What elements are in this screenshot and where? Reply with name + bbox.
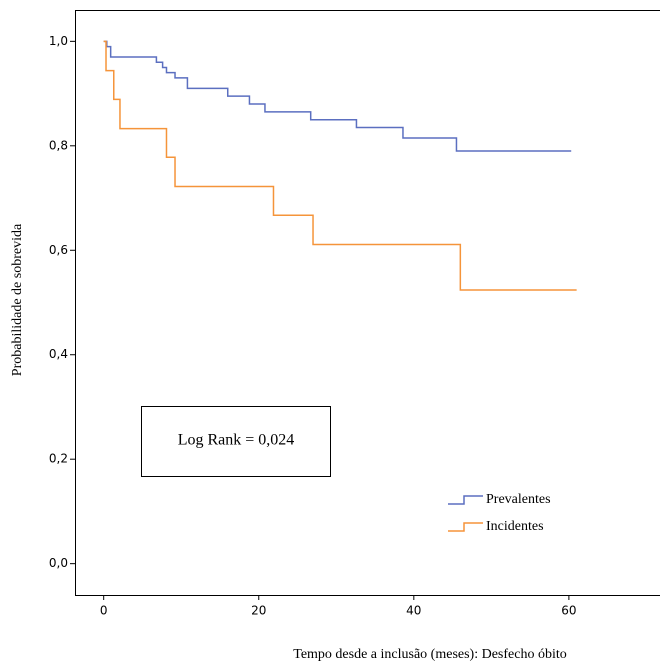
plot-frame [75, 10, 660, 596]
y-tick-label: 0,0 [49, 556, 68, 570]
survival-line [103, 40, 572, 152]
survival-line [103, 40, 577, 291]
y-axis-title: Probabilidade de sobrevida [10, 223, 25, 376]
x-tick-label: 40 [406, 604, 421, 618]
y-tick-label: 0,6 [49, 243, 68, 257]
y-tick-label: 1,0 [49, 34, 68, 48]
legend-label: Incidentes [486, 519, 544, 534]
legend-label: Prevalentes [486, 492, 551, 507]
y-tick-label: 0,2 [49, 452, 68, 466]
x-tick-label: 20 [251, 604, 266, 618]
annotation-box [141, 406, 331, 477]
annotation: Log Rank = 0,024 [178, 432, 295, 449]
y-tick-label: 0,4 [49, 347, 68, 361]
x-axis-title: Tempo desde a inclusão (meses): Desfecho… [293, 647, 567, 662]
legend-symbol [448, 522, 483, 532]
legend-symbol [448, 495, 483, 505]
x-tick-label: 60 [561, 604, 576, 618]
x-tick-label: 0 [100, 604, 108, 618]
y-tick-label: 0,8 [49, 138, 68, 152]
